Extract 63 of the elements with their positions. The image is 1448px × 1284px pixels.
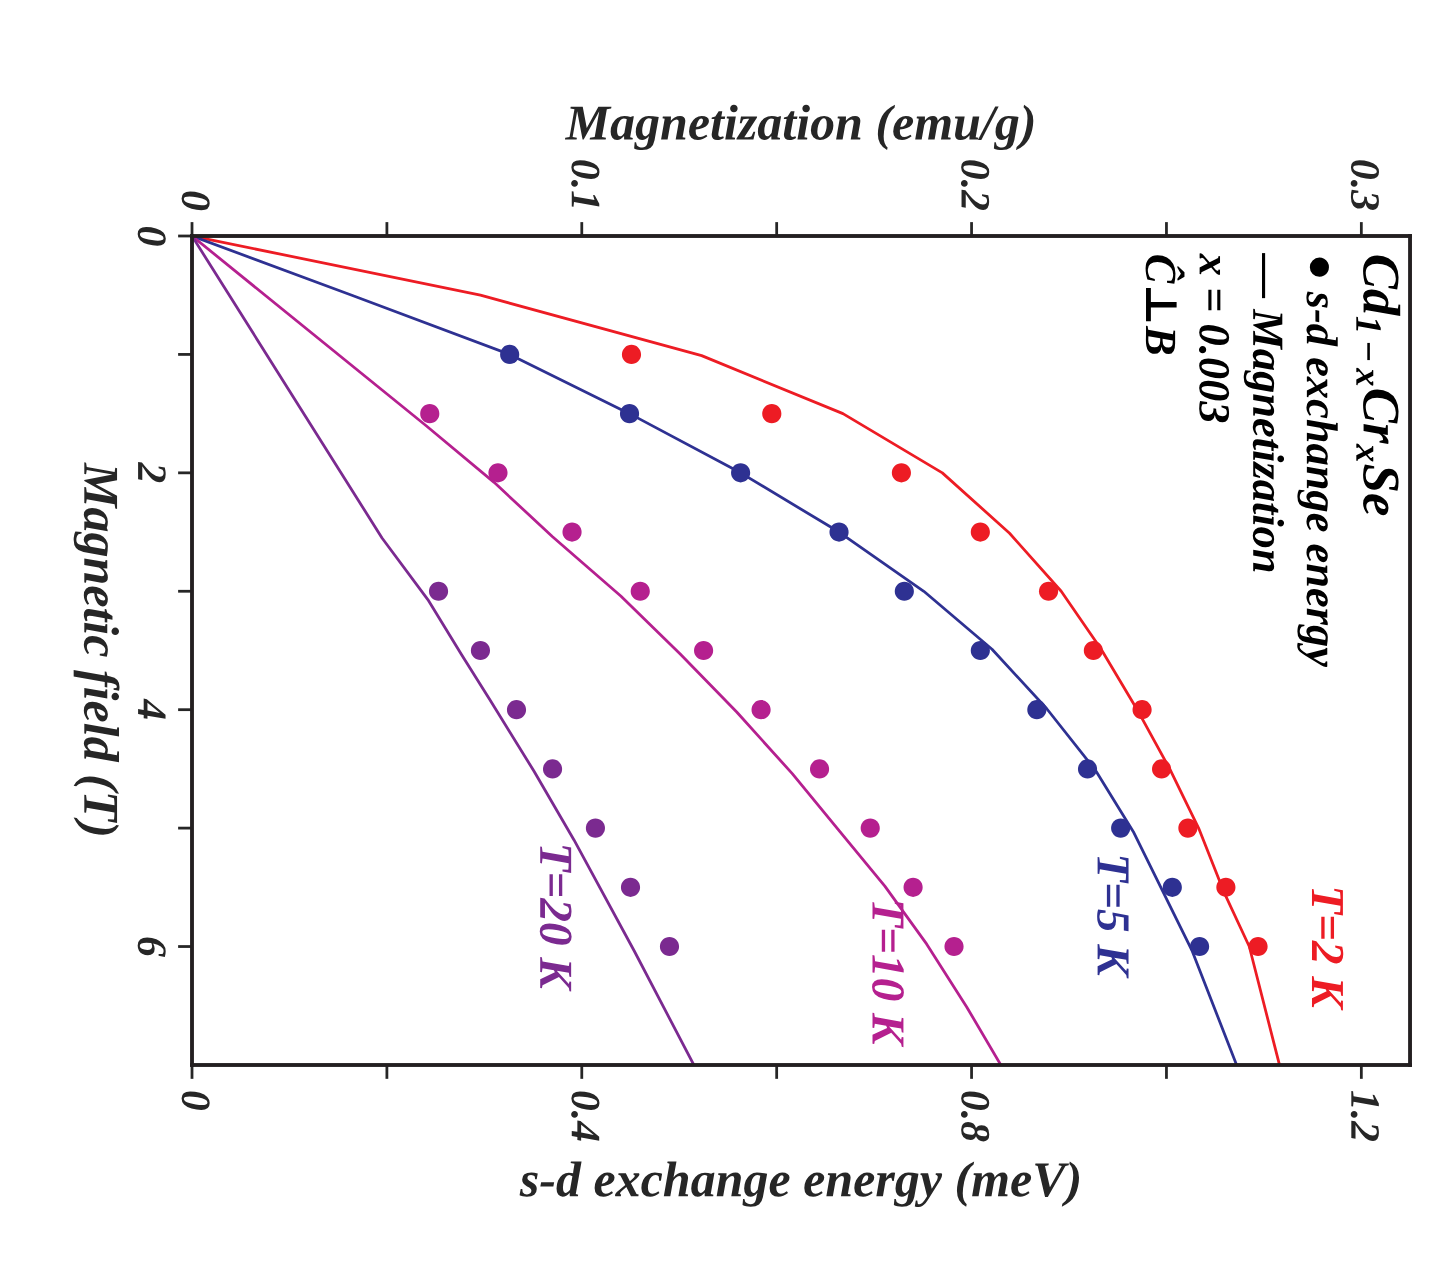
annotation: ● s-d exchange energy [1297,257,1338,668]
point [731,463,751,483]
y-axis-title: Magnetic field (T) [73,462,120,835]
point [428,581,449,601]
text: T=20 K [539,846,572,992]
point [1190,936,1210,957]
y-tick-label: 2 [138,461,166,483]
x-tick-label: 0.8 [960,1091,990,1142]
point [1077,759,1098,779]
point [1132,700,1152,720]
point [1111,818,1131,838]
point [694,640,714,661]
point [488,463,508,483]
x2-tick-label: 0.1 [571,160,600,207]
point [620,877,641,897]
x-tick-label: 0.4 [571,1091,600,1141]
point [1038,581,1059,601]
point [1162,877,1182,897]
annotation: Cd$_{1−x}$Cr$_{x}$Se [1356,255,1401,516]
x2-tick-label: 0.2 [960,160,990,211]
annotation: Ĉ⊥B [1145,255,1185,355]
y-tick-label: 0 [137,227,166,246]
point [420,404,440,424]
y-tick-label: 6 [137,937,166,957]
annotation: — Magnetization [1243,253,1285,572]
point [619,404,640,424]
x-axis-title: s-d exchange energy (meV) [519,1161,1080,1207]
x-tick-label: 1.2 [1350,1090,1379,1142]
x2-tick-label: 0.3 [1350,160,1380,210]
x-tick-label: 0 [181,1091,210,1111]
point [970,522,990,542]
point [1083,640,1103,661]
point [970,640,990,661]
y-tick-label: 4 [138,698,166,719]
x2-tick-label: 0 [181,191,210,211]
point [1152,759,1172,779]
point [506,700,527,720]
x2-axis-title: Magnetization (emu/g) [564,104,1034,151]
point [1178,818,1198,838]
text: T=2 K [1311,888,1344,1011]
point [630,581,650,601]
point [894,581,914,601]
annotation: x = 0.003 [1198,253,1230,423]
point [1216,877,1236,897]
point [562,522,582,542]
point [470,640,491,661]
point [891,463,911,483]
point [751,700,771,720]
point [944,936,964,957]
point [585,818,605,838]
text: T=10 K [872,901,904,1048]
point [500,344,520,364]
point [860,818,880,838]
point [762,404,782,424]
point [621,344,642,364]
point [542,759,563,779]
point [659,936,680,957]
point [829,522,849,542]
point [903,877,923,897]
text: T=5 K [1097,856,1129,979]
point [1248,936,1268,957]
point [809,759,830,779]
point [1027,700,1047,720]
